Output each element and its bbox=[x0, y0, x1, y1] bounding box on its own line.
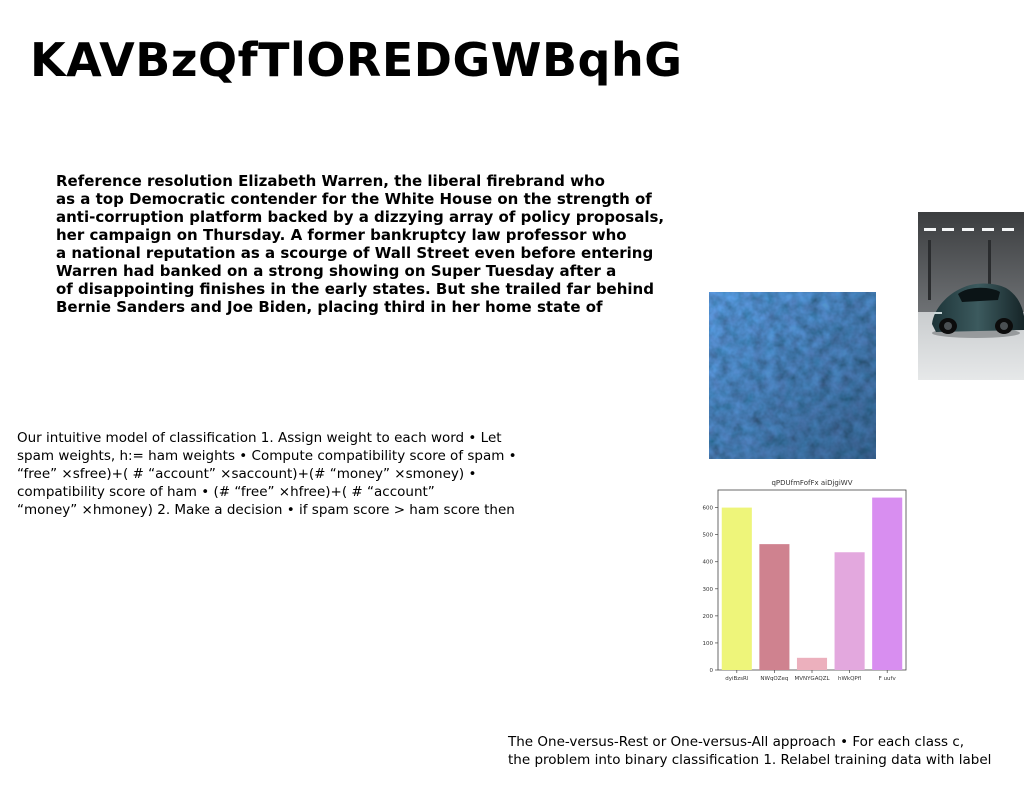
bold-paragraph-line: anti-corruption platform backed by a diz… bbox=[56, 208, 665, 226]
x-tick-label: NWqOZeq bbox=[760, 676, 788, 682]
one-vs-rest-paragraph-line: The One-versus-Rest or One-versus-All ap… bbox=[508, 734, 965, 750]
bar bbox=[759, 544, 790, 670]
one-vs-rest-paragraph-line: the problem into binary classification 1… bbox=[508, 752, 992, 768]
x-tick-label: dyiBzsRl bbox=[725, 676, 749, 682]
classification-paragraph-line: “free” ×sfree)+( # “account” ×saccount)+… bbox=[17, 466, 477, 482]
x-tick-label: hWkQPfl bbox=[838, 676, 861, 682]
y-tick-label: 600 bbox=[703, 506, 714, 512]
slide-title: KAVBzQfTlOREDGWBqhG bbox=[30, 33, 683, 87]
bold-paragraph-line: a national reputation as a scourge of Wa… bbox=[56, 244, 654, 262]
chart-title: qPDUfmFofFx aiDjgiWV bbox=[771, 479, 852, 487]
y-tick-label: 300 bbox=[703, 587, 714, 593]
x-tick-label: F uufv bbox=[879, 676, 897, 682]
bold-paragraph-line: as a top Democratic contender for the Wh… bbox=[56, 190, 652, 208]
classification-paragraph: Our intuitive model of classification 1.… bbox=[17, 429, 577, 519]
classification-paragraph-line: compatibility score of ham • (# “free” ×… bbox=[17, 484, 435, 500]
classification-paragraph-line: spam weights, h:= ham weights • Compute … bbox=[17, 448, 517, 464]
classification-paragraph-line: Our intuitive model of classification 1.… bbox=[17, 430, 502, 446]
texture-photo bbox=[709, 292, 876, 459]
bold-paragraph-line: Bernie Sanders and Joe Biden, placing th… bbox=[56, 298, 603, 316]
y-tick-label: 500 bbox=[703, 533, 714, 539]
car-photo-graphic bbox=[918, 212, 1024, 380]
bar bbox=[834, 552, 865, 670]
bar bbox=[796, 657, 828, 670]
x-tick-label: MVNYGAQZL bbox=[794, 676, 830, 682]
y-tick-label: 0 bbox=[710, 668, 714, 674]
bold-paragraph-line: Warren had banked on a strong showing on… bbox=[56, 262, 617, 280]
one-vs-rest-paragraph: The One-versus-Rest or One-versus-All ap… bbox=[508, 733, 1018, 769]
bar-chart-svg: qPDUfmFofFx aiDjgiWV 0 100 200 300 400 500 600 d… bbox=[703, 479, 907, 682]
classification-paragraph-line: “money” ×hmoney) 2. Make a decision • if… bbox=[17, 502, 515, 518]
bold-paragraph-line: of disappointing finishes in the early s… bbox=[56, 280, 654, 298]
bar bbox=[872, 497, 903, 670]
y-tick-label: 400 bbox=[703, 560, 714, 566]
bold-paragraph: Reference resolution Elizabeth Warren, t… bbox=[56, 172, 716, 316]
bold-paragraph-line: her campaign on Thursday. A former bankr… bbox=[56, 226, 627, 244]
bar bbox=[721, 507, 752, 670]
bar-chart: qPDUfmFofFx aiDjgiWV 0 100 200 300 400 500 600 d… bbox=[698, 474, 918, 688]
car-photo bbox=[918, 212, 1024, 380]
y-tick-label: 200 bbox=[703, 614, 714, 620]
bold-paragraph-line: Reference resolution Elizabeth Warren, t… bbox=[56, 172, 605, 190]
texture-photo-graphic bbox=[709, 292, 876, 459]
y-tick-label: 100 bbox=[703, 641, 714, 647]
